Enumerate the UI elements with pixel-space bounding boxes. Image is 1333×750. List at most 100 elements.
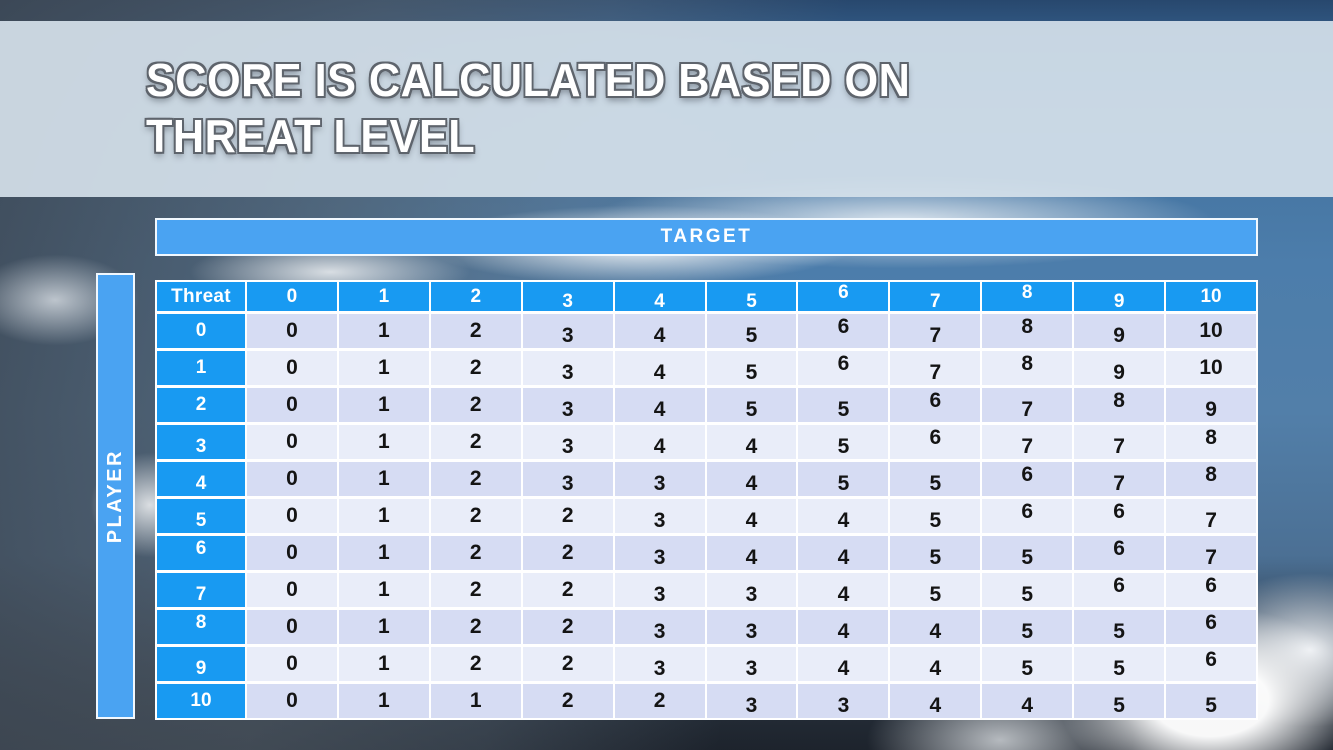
score-cell: 7 [1074,462,1165,496]
row-header-cell: 5 [157,499,245,533]
slide-title-line1: SCORE IS CALCULATED BASED ON [146,54,911,106]
score-cell: 2 [522,647,613,681]
score-cell: 6 [1074,573,1165,607]
score-cell: 7 [890,314,981,348]
score-cell: 5 [1166,684,1256,718]
score-cell: 3 [522,351,613,385]
score-cell: 5 [706,314,797,348]
score-cell: 3 [706,647,797,681]
corner-label-cell: Threat [157,282,245,311]
score-cell: 2 [430,388,521,422]
row-header-cell: 0 [157,314,245,348]
score-cell: 3 [798,684,889,718]
score-cell: 2 [430,425,521,459]
score-cell: 5 [798,388,889,422]
score-cell: 3 [706,610,797,644]
score-cell: 1 [338,351,429,385]
row-header-cell: 6 [157,536,245,570]
row-header-cell: 1 [157,351,245,385]
row-header-cell: 4 [157,462,245,496]
score-cell: 4 [890,647,981,681]
row-header-cell: 3 [157,425,245,459]
score-cell: 5 [890,462,981,496]
slide-title: SCORE IS CALCULATED BASED ON THREAT LEVE… [146,52,910,164]
score-cell: 5 [1074,610,1165,644]
column-header-cell: 2 [430,282,521,311]
title-band [0,21,1333,197]
score-cell: 1 [338,314,429,348]
column-header-cell: 1 [338,282,429,311]
score-cell: 1 [338,388,429,422]
score-cell: 4 [890,684,981,718]
score-cell: 2 [430,462,521,496]
score-cell: 8 [1074,388,1165,422]
score-cell: 6 [1166,610,1256,644]
score-cell: 2 [430,314,521,348]
score-cell: 1 [338,425,429,459]
score-cell: 3 [614,499,705,533]
score-cell: 2 [430,610,521,644]
score-cell: 4 [798,573,889,607]
score-cell: 0 [247,499,337,533]
score-cell: 0 [247,314,337,348]
score-cell: 5 [706,388,797,422]
score-cell: 0 [247,425,337,459]
slide-title-line2: THREAT LEVEL [146,110,476,162]
score-cell: 7 [1166,499,1256,533]
score-cell: 2 [430,573,521,607]
score-cell: 6 [982,462,1073,496]
target-axis-label: TARGET [660,226,753,247]
score-cell: 5 [798,462,889,496]
score-cell: 2 [430,647,521,681]
score-cell: 3 [706,573,797,607]
score-cell: 7 [890,351,981,385]
score-cell: 2 [614,684,705,718]
score-cell: 4 [706,462,797,496]
score-cell: 2 [430,536,521,570]
score-cell: 0 [247,536,337,570]
score-cell: 8 [982,314,1073,348]
score-cell: 7 [1074,425,1165,459]
score-cell: 1 [338,499,429,533]
score-cell: 8 [982,351,1073,385]
score-cell: 1 [338,462,429,496]
score-cell: 6 [1166,573,1256,607]
row-header-cell: 7 [157,573,245,607]
row-header-cell: 8 [157,610,245,644]
score-cell: 6 [798,351,889,385]
score-cell: 9 [1074,314,1165,348]
score-cell: 2 [522,499,613,533]
score-cell: 4 [798,536,889,570]
column-header-cell: 9 [1074,282,1165,312]
score-cell: 6 [1074,536,1165,570]
score-cell: 3 [522,462,613,496]
score-cell: 0 [247,610,337,644]
column-header-cell: 0 [247,282,337,311]
score-cell: 4 [706,499,797,533]
score-cell: 4 [798,610,889,644]
score-cell: 0 [247,351,337,385]
column-header-cell: 5 [706,282,797,312]
score-cell: 9 [1166,388,1256,422]
player-axis-bar: PLAYER [96,273,135,719]
column-header-cell: 6 [798,282,889,311]
score-cell: 0 [247,647,337,681]
score-cell: 5 [982,573,1073,607]
score-cell: 5 [1074,647,1165,681]
score-cell: 1 [338,610,429,644]
score-cell: 2 [430,351,521,385]
score-cell: 6 [1166,647,1256,681]
score-cell: 3 [522,425,613,459]
score-cell: 0 [247,388,337,422]
score-cell: 5 [706,351,797,385]
score-cell: 4 [798,499,889,533]
